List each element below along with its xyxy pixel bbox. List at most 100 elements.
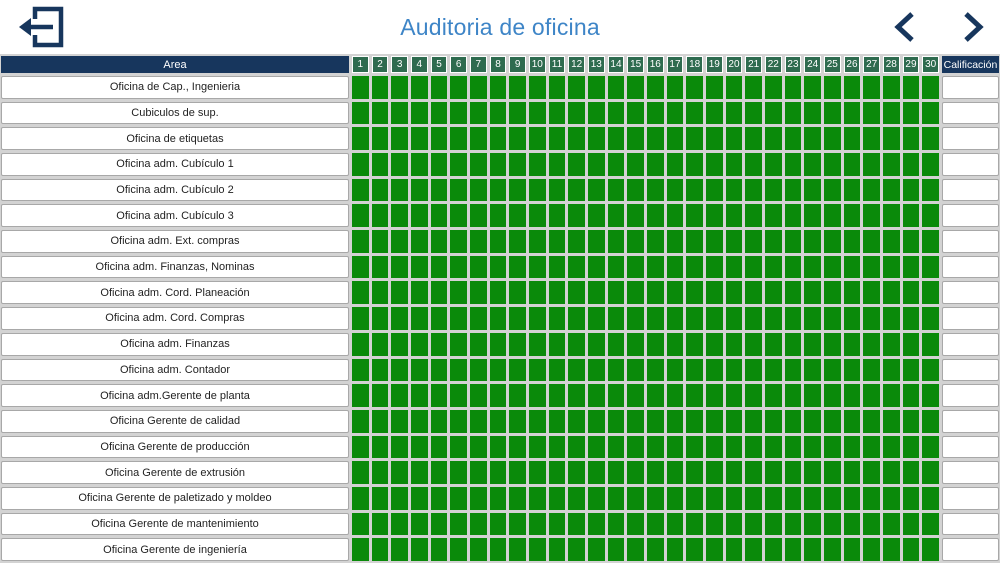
back-button[interactable]	[10, 3, 72, 53]
day-cell[interactable]	[902, 76, 920, 99]
day-cell[interactable]	[509, 281, 526, 305]
day-cell[interactable]	[469, 230, 487, 253]
day-cell[interactable]	[843, 255, 861, 279]
day-cell[interactable]	[548, 76, 566, 99]
day-cell[interactable]	[764, 307, 782, 330]
day-cell[interactable]	[607, 307, 625, 330]
day-cell[interactable]	[804, 230, 821, 253]
day-cell[interactable]	[430, 435, 448, 459]
day-cell[interactable]	[469, 153, 487, 176]
day-cell[interactable]	[666, 409, 684, 433]
day-cell[interactable]	[568, 486, 585, 510]
day-cell[interactable]	[430, 461, 448, 484]
day-cell[interactable]	[902, 358, 920, 382]
day-cell[interactable]	[391, 255, 408, 279]
day-cell[interactable]	[489, 204, 507, 228]
day-cell[interactable]	[902, 255, 920, 279]
day-cell[interactable]	[745, 512, 762, 536]
day-cell[interactable]	[509, 178, 526, 202]
day-cell[interactable]	[587, 178, 605, 202]
day-cell[interactable]	[548, 153, 566, 176]
day-cell[interactable]	[902, 281, 920, 305]
day-cell[interactable]	[391, 153, 408, 176]
day-cell[interactable]	[509, 486, 526, 510]
day-cell[interactable]	[686, 255, 703, 279]
day-cell[interactable]	[509, 76, 526, 99]
day-cell[interactable]	[509, 435, 526, 459]
day-cell[interactable]	[430, 230, 448, 253]
day-cell[interactable]	[745, 538, 762, 561]
day-cell[interactable]	[666, 255, 684, 279]
day-cell[interactable]	[784, 538, 802, 561]
day-cell[interactable]	[528, 307, 546, 330]
day-cell[interactable]	[587, 281, 605, 305]
day-cell[interactable]	[902, 153, 920, 176]
day-cell[interactable]	[607, 409, 625, 433]
day-cell[interactable]	[666, 435, 684, 459]
day-cell[interactable]	[528, 153, 546, 176]
day-cell[interactable]	[627, 76, 644, 99]
day-cell[interactable]	[587, 230, 605, 253]
day-cell[interactable]	[509, 332, 526, 356]
day-cell[interactable]	[666, 461, 684, 484]
day-cell[interactable]	[784, 76, 802, 99]
day-cell[interactable]	[725, 255, 743, 279]
day-cell[interactable]	[863, 101, 880, 125]
day-cell[interactable]	[804, 538, 821, 561]
day-cell[interactable]	[548, 358, 566, 382]
day-cell[interactable]	[686, 204, 703, 228]
day-cell[interactable]	[686, 281, 703, 305]
day-cell[interactable]	[882, 384, 900, 407]
day-cell[interactable]	[410, 230, 428, 253]
day-cell[interactable]	[745, 204, 762, 228]
day-cell[interactable]	[902, 538, 920, 561]
day-cell[interactable]	[450, 486, 467, 510]
day-cell[interactable]	[666, 538, 684, 561]
day-cell[interactable]	[863, 358, 880, 382]
day-cell[interactable]	[548, 307, 566, 330]
day-cell[interactable]	[627, 178, 644, 202]
day-cell[interactable]	[352, 307, 369, 330]
day-cell[interactable]	[450, 76, 467, 99]
day-cell[interactable]	[725, 204, 743, 228]
day-cell[interactable]	[646, 307, 664, 330]
day-cell[interactable]	[528, 384, 546, 407]
day-cell[interactable]	[764, 153, 782, 176]
day-cell[interactable]	[627, 281, 644, 305]
day-cell[interactable]	[587, 384, 605, 407]
day-cell[interactable]	[607, 435, 625, 459]
day-cell[interactable]	[863, 307, 880, 330]
day-cell[interactable]	[528, 409, 546, 433]
day-cell[interactable]	[489, 332, 507, 356]
day-cell[interactable]	[568, 332, 585, 356]
day-cell[interactable]	[646, 512, 664, 536]
day-cell[interactable]	[686, 178, 703, 202]
day-cell[interactable]	[745, 101, 762, 125]
day-cell[interactable]	[784, 435, 802, 459]
day-cell[interactable]	[804, 255, 821, 279]
day-cell[interactable]	[509, 307, 526, 330]
day-cell[interactable]	[646, 358, 664, 382]
day-cell[interactable]	[705, 332, 723, 356]
day-cell[interactable]	[528, 281, 546, 305]
day-cell[interactable]	[902, 127, 920, 151]
day-cell[interactable]	[391, 178, 408, 202]
day-cell[interactable]	[764, 127, 782, 151]
day-cell[interactable]	[705, 358, 723, 382]
day-cell[interactable]	[587, 512, 605, 536]
day-cell[interactable]	[843, 409, 861, 433]
day-cell[interactable]	[450, 307, 467, 330]
day-cell[interactable]	[450, 178, 467, 202]
day-cell[interactable]	[410, 409, 428, 433]
day-cell[interactable]	[922, 127, 939, 151]
day-cell[interactable]	[764, 230, 782, 253]
day-cell[interactable]	[863, 153, 880, 176]
day-cell[interactable]	[843, 230, 861, 253]
day-cell[interactable]	[823, 101, 841, 125]
day-cell[interactable]	[410, 307, 428, 330]
day-cell[interactable]	[568, 230, 585, 253]
day-cell[interactable]	[627, 384, 644, 407]
day-cell[interactable]	[705, 486, 723, 510]
day-cell[interactable]	[528, 461, 546, 484]
day-cell[interactable]	[489, 178, 507, 202]
